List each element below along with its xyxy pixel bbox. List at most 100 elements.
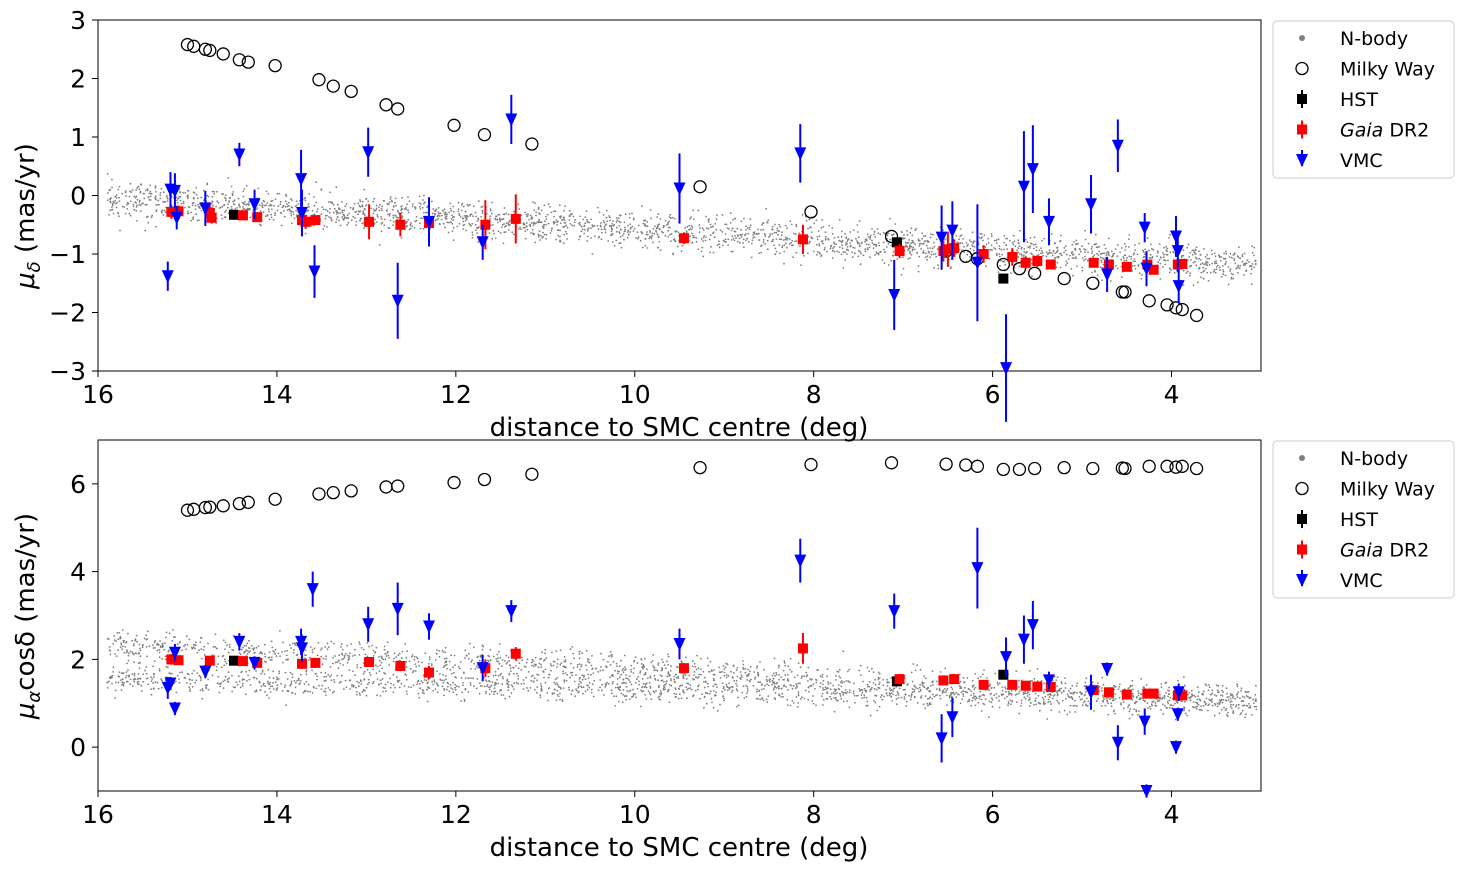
nbody-point [1030, 258, 1033, 261]
nbody-point [353, 654, 356, 656]
nbody-point [355, 224, 358, 227]
nbody-point [1029, 245, 1031, 247]
nbody-point [378, 670, 381, 673]
nbody-point [372, 649, 375, 652]
nbody-point [526, 687, 528, 689]
nbody-point [597, 236, 600, 239]
nbody-point [480, 206, 483, 208]
nbody-point [1200, 276, 1202, 279]
nbody-point [714, 223, 717, 225]
nbody-point [611, 223, 613, 225]
nbody-point [1128, 234, 1131, 236]
nbody-point [1255, 705, 1258, 708]
nbody-point [632, 230, 635, 233]
nbody-point [903, 234, 905, 237]
nbody-point [539, 221, 542, 224]
nbody-point [1068, 711, 1071, 713]
nbody-point [162, 201, 164, 203]
nbody-point [1127, 246, 1130, 248]
nbody-point [1041, 239, 1043, 242]
nbody-point [562, 687, 565, 689]
nbody-point [311, 669, 313, 672]
nbody-point [305, 654, 307, 657]
nbody-point [1018, 679, 1020, 682]
nbody-point [472, 215, 474, 218]
nbody-point [640, 658, 643, 660]
nbody-point [740, 676, 743, 678]
nbody-point [224, 196, 226, 199]
nbody-point [329, 201, 332, 204]
nbody-point [139, 655, 142, 658]
nbody-point [547, 687, 550, 690]
nbody-point [965, 242, 968, 244]
nbody-point [119, 646, 122, 649]
nbody-point [619, 242, 622, 245]
nbody-point [848, 668, 851, 671]
nbody-point [591, 224, 594, 227]
nbody-point [108, 189, 110, 192]
nbody-point [1222, 273, 1225, 276]
nbody-point [938, 687, 941, 690]
nbody-point [267, 208, 270, 211]
nbody-point [114, 200, 116, 202]
nbody-point [227, 212, 230, 215]
nbody-point [1114, 693, 1116, 695]
nbody-point [1214, 271, 1217, 274]
nbody-point [419, 205, 421, 208]
nbody-point [394, 214, 397, 217]
nbody-point [234, 686, 237, 689]
nbody-point [983, 669, 985, 671]
nbody-point [874, 683, 877, 686]
nbody-point [979, 233, 982, 235]
nbody-point [569, 671, 572, 674]
nbody-point [376, 214, 379, 216]
nbody-point [469, 682, 472, 684]
nbody-point [590, 227, 592, 230]
nbody-point [192, 216, 195, 219]
nbody-point [139, 661, 142, 664]
vmc-point [168, 184, 181, 198]
nbody-point [731, 227, 734, 230]
nbody-point [332, 211, 335, 214]
nbody-point [795, 251, 798, 254]
nbody-point [231, 192, 234, 195]
nbody-point [286, 209, 289, 212]
nbody-point [861, 697, 864, 699]
nbody-point [626, 237, 629, 239]
nbody-point [111, 202, 114, 205]
nbody-point [268, 205, 271, 207]
nbody-point [392, 206, 395, 208]
nbody-point [118, 196, 120, 199]
nbody-point [516, 672, 518, 675]
nbody-point [895, 686, 898, 688]
nbody-point [347, 221, 350, 224]
nbody-point [464, 210, 467, 213]
nbody-point [117, 212, 120, 215]
nbody-point [984, 246, 987, 248]
nbody-point [842, 692, 844, 694]
nbody-point [797, 693, 800, 695]
nbody-point [444, 226, 446, 229]
nbody-point [1085, 697, 1088, 700]
milkyway-point [996, 257, 1011, 272]
nbody-point [616, 672, 619, 675]
nbody-point [202, 189, 205, 192]
nbody-point [354, 217, 356, 219]
nbody-point [325, 209, 327, 211]
nbody-point [1016, 249, 1018, 252]
nbody-point [927, 247, 929, 250]
nbody-point [189, 690, 191, 693]
nbody-point [480, 216, 483, 218]
nbody-point [948, 696, 951, 699]
nbody-point [775, 673, 778, 676]
nbody-point [454, 688, 457, 691]
nbody-point [393, 652, 396, 655]
bottom-axes-frame [97, 439, 1262, 792]
nbody-point [1064, 682, 1067, 685]
nbody-point [745, 225, 747, 228]
nbody-point [872, 247, 875, 250]
nbody-point [716, 244, 719, 247]
nbody-point [201, 688, 204, 690]
nbody-point [639, 239, 642, 242]
nbody-point [781, 245, 784, 247]
